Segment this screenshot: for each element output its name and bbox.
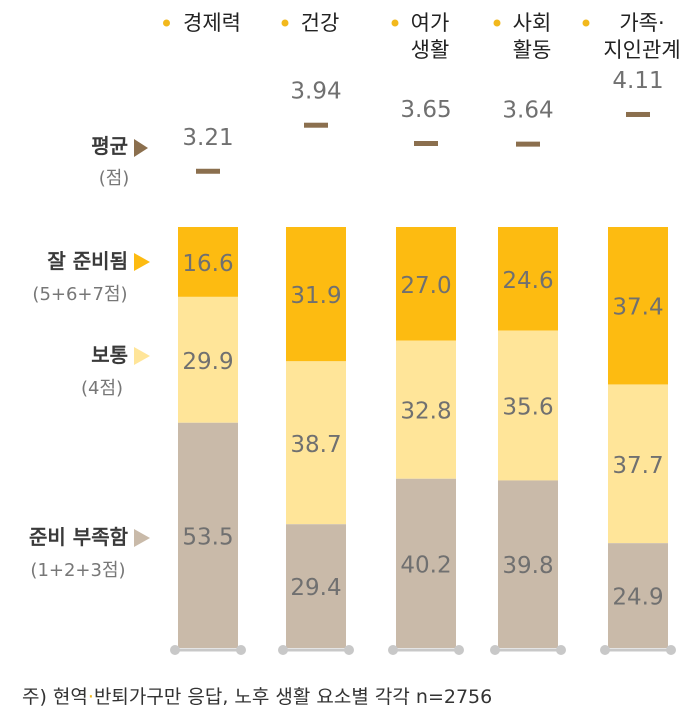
average-legend-unit: (점) [99, 168, 130, 189]
category-bullet-icon [493, 19, 501, 27]
footnote: 주) 현역·반퇴가구만 응답, 노후 생활 요소별 각각 n=2756 [22, 682, 492, 709]
baseline-end-dot [278, 645, 288, 655]
bar-segment [608, 227, 668, 385]
bar-value-label: 53.5 [182, 524, 233, 550]
bar-value-label: 27.0 [400, 273, 451, 299]
bar-segment [286, 524, 346, 648]
category-bullet-icon [281, 19, 289, 27]
bar-segment [498, 330, 558, 481]
series-legend-sub: (4점) [81, 378, 123, 399]
average-value: 3.64 [502, 98, 553, 124]
series-legend-label: 준비 부족함 [29, 525, 129, 549]
baseline-end-dot [454, 645, 464, 655]
bar-value-label: 24.9 [612, 585, 663, 611]
category-label: 활동 [513, 38, 552, 62]
bar-value-label: 37.7 [612, 453, 663, 479]
bar-value-label: 29.4 [290, 575, 341, 601]
bar-value-label: 40.2 [400, 552, 451, 578]
series-arrow-icon [134, 347, 150, 365]
footnote-prefix: 주) 현역 [22, 686, 88, 708]
category-label: 경제력 [183, 11, 241, 35]
average-value: 3.94 [290, 79, 341, 105]
series-legend-label: 잘 준비됨 [47, 249, 128, 273]
baseline-end-dot [388, 645, 398, 655]
bar-segment [286, 361, 346, 525]
bar-segment [608, 384, 668, 544]
average-value: 4.11 [612, 68, 663, 94]
bar-value-label: 16.6 [182, 251, 233, 277]
bar-segment [286, 227, 346, 362]
baseline-end-dot [170, 645, 180, 655]
bar-value-label: 37.4 [612, 295, 663, 321]
series-legend-label: 보통 [91, 343, 128, 367]
average-marker [626, 111, 650, 117]
category-bullet-icon [391, 19, 399, 27]
average-value: 3.65 [400, 97, 451, 123]
bar-value-label: 35.6 [502, 395, 553, 421]
bar-segment [396, 227, 456, 341]
baseline-end-dot [666, 645, 676, 655]
average-arrow-icon [134, 139, 148, 157]
baseline-end-dot [556, 645, 566, 655]
baseline-end-dot [600, 645, 610, 655]
bar-value-label: 24.6 [502, 268, 553, 294]
category-bullet-icon [163, 19, 170, 27]
category-label: 생활 [411, 38, 450, 62]
average-legend-label: 평균 [91, 134, 128, 158]
bar-segment [178, 422, 238, 648]
series-legend-sub: (1+2+3점) [30, 560, 125, 581]
baseline-end-dot [490, 645, 500, 655]
series-legend-sub: (5+6+7점) [32, 284, 127, 305]
category-label: 사회 [513, 11, 552, 35]
baseline-end-dot [344, 645, 354, 655]
category-bullet-icon [582, 19, 590, 27]
baseline-end-dot [236, 645, 246, 655]
category-label: 건강 [301, 11, 340, 35]
bar-segment [608, 543, 668, 648]
average-value: 3.21 [182, 125, 233, 151]
average-marker [516, 141, 540, 147]
category-label: 여가 [411, 11, 450, 35]
bar-segment [498, 480, 558, 648]
category-label: 지인관계 [603, 38, 680, 62]
series-arrow-icon [134, 529, 150, 547]
bar-segment [396, 478, 456, 648]
bar-segment [498, 227, 558, 331]
average-marker [196, 168, 220, 174]
footnote-text: 반퇴가구만 응답, 노후 생활 요소별 각각 n=2756 [93, 686, 493, 708]
bar-value-label: 32.8 [400, 399, 451, 425]
bar-segment [178, 227, 238, 297]
bar-segment [178, 296, 238, 423]
bar-value-label: 31.9 [290, 283, 341, 309]
category-label: 가족· [619, 11, 664, 35]
bar-segment [396, 340, 456, 479]
average-marker [304, 122, 328, 128]
bar-value-label: 39.8 [502, 553, 553, 579]
average-marker [414, 141, 438, 146]
bar-value-label: 38.7 [290, 432, 341, 458]
series-arrow-icon [134, 253, 150, 271]
footnote-dot: · [87, 686, 94, 708]
bar-value-label: 29.9 [182, 349, 233, 375]
